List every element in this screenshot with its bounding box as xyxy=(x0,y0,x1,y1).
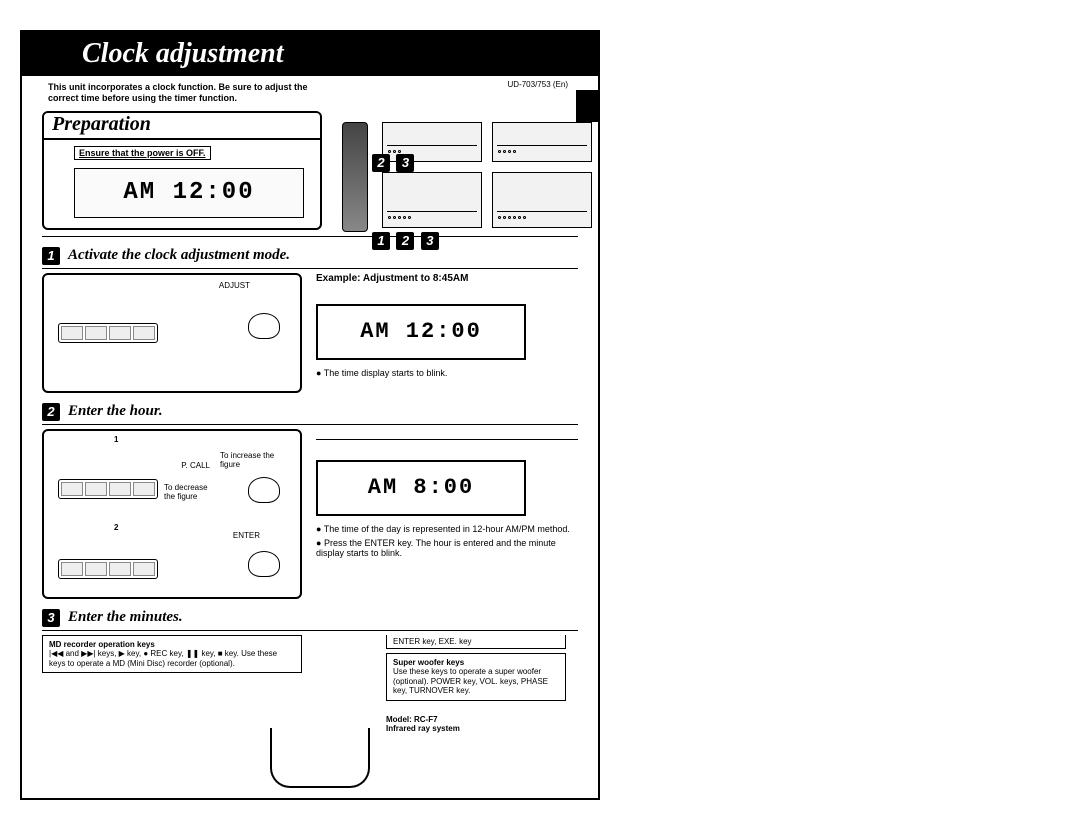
step-3-header: 3 Enter the minutes. xyxy=(42,609,578,631)
pcall-label: P. CALL xyxy=(181,461,210,470)
remote-segment-icon xyxy=(58,559,158,579)
md-recorder-box: MD recorder operation keys |◀◀ and ▶▶| k… xyxy=(42,635,302,674)
stereo-stack-figure: 2 3 1 2 3 xyxy=(342,122,592,252)
step-number: 2 xyxy=(42,403,60,421)
time-text: 8:00 xyxy=(413,475,474,500)
remote-control-icon xyxy=(342,122,368,232)
remote-model: Model: RC-F7 Infrared ray system xyxy=(386,715,578,733)
step-title: Enter the hour. xyxy=(68,403,163,420)
enter-label: ENTER xyxy=(233,531,260,540)
super-woofer-box: Super woofer keys Use these keys to oper… xyxy=(386,653,566,701)
lcd-display-prep: AM 12:00 xyxy=(74,168,304,218)
page-tab xyxy=(576,90,600,122)
step-2-body: 1 To increase the figure P. CALL To decr… xyxy=(42,429,578,599)
manual-page: Clock adjustment UD-703/753 (En) This un… xyxy=(20,30,600,800)
page-title: Clock adjustment xyxy=(22,32,598,76)
step-1-right: Example: Adjustment to 8:45AM AM 12:00 ●… xyxy=(316,273,578,393)
ensure-power-off: Ensure that the power is OFF. xyxy=(74,146,211,160)
badge-2: 2 xyxy=(396,232,414,250)
model-line: Model: RC-F7 xyxy=(386,715,578,724)
ampm-text: AM xyxy=(368,475,398,500)
step-1-body: ADJUST Example: Adjustment to 8:45AM AM … xyxy=(42,273,578,393)
adjust-label: ADJUST xyxy=(219,281,250,290)
callout-badges: 1 2 3 xyxy=(372,232,441,250)
badge-1: 1 xyxy=(372,232,390,250)
sub-2: 2 xyxy=(114,523,118,532)
super-title: Super woofer keys xyxy=(393,658,559,668)
badge-2: 2 xyxy=(372,154,390,172)
bullet-content: Press the ENTER key. The hour is entered… xyxy=(316,538,556,558)
stereo-unit xyxy=(492,172,592,228)
preparation-box: Preparation Ensure that the power is OFF… xyxy=(42,111,322,230)
stereo-unit xyxy=(492,122,592,162)
callout-badges: 2 3 xyxy=(372,154,416,172)
increase-label: To increase the figure xyxy=(220,451,276,469)
ampm-text: AM xyxy=(123,179,156,206)
time-text: 12:00 xyxy=(173,179,255,206)
hand-pointer-icon xyxy=(248,477,280,503)
md-body: |◀◀ and ▶▶| keys, ▶ key, ● REC key, ❚❚ k… xyxy=(49,649,295,668)
step-1-figure: ADJUST xyxy=(42,273,302,393)
lcd-display-step2: AM 8:00 xyxy=(316,460,526,516)
md-title: MD recorder operation keys xyxy=(49,640,295,650)
step-number: 3 xyxy=(42,609,60,627)
bullet-content: The time of the day is represented in 12… xyxy=(324,524,570,534)
step-3-body: MD recorder operation keys |◀◀ and ▶▶| k… xyxy=(42,635,578,733)
step-2-header: 2 Enter the hour. xyxy=(42,403,578,425)
remote-segment-icon xyxy=(58,479,158,499)
badge-3: 3 xyxy=(396,154,414,172)
cable-outline-icon xyxy=(270,728,370,788)
hand-pointer-icon xyxy=(248,313,280,339)
stereo-unit xyxy=(382,172,482,228)
bullet-text: ● Press the ENTER key. The hour is enter… xyxy=(316,538,578,558)
bullet-text: ● The time of the day is represented in … xyxy=(316,524,578,534)
sub-1: 1 xyxy=(114,435,118,444)
divider xyxy=(316,439,578,440)
step-3-right: ENTER key, EXE. key Super woofer keys Us… xyxy=(386,635,578,733)
example-label: Example: Adjustment to 8:45AM xyxy=(316,273,578,284)
step-2-figure: 1 To increase the figure P. CALL To decr… xyxy=(42,429,302,599)
system-line: Infrared ray system xyxy=(386,724,578,733)
step-2-right: AM 8:00 ● The time of the day is represe… xyxy=(316,429,578,599)
decrease-label: To decrease the figure xyxy=(164,483,220,501)
badge-3: 3 xyxy=(421,232,439,250)
model-code: UD-703/753 (En) xyxy=(508,80,568,89)
time-text: 12:00 xyxy=(406,319,482,344)
step-title: Enter the minutes. xyxy=(68,609,183,626)
preparation-title: Preparation xyxy=(44,113,320,140)
remote-segment-icon xyxy=(58,323,158,343)
super-body: Use these keys to operate a super woofer… xyxy=(393,667,559,696)
hand-pointer-icon xyxy=(248,551,280,577)
preparation-body: Ensure that the power is OFF. AM 12:00 xyxy=(44,140,320,228)
bullet-content: The time display starts to blink. xyxy=(324,368,448,378)
lcd-display-step1: AM 12:00 xyxy=(316,304,526,360)
intro-text: This unit incorporates a clock function.… xyxy=(22,76,342,107)
bullet-text: ● The time display starts to blink. xyxy=(316,368,578,378)
step-title: Activate the clock adjustment mode. xyxy=(68,247,290,264)
ampm-text: AM xyxy=(360,319,390,344)
enter-exe-box: ENTER key, EXE. key xyxy=(386,635,566,649)
step-number: 1 xyxy=(42,247,60,265)
